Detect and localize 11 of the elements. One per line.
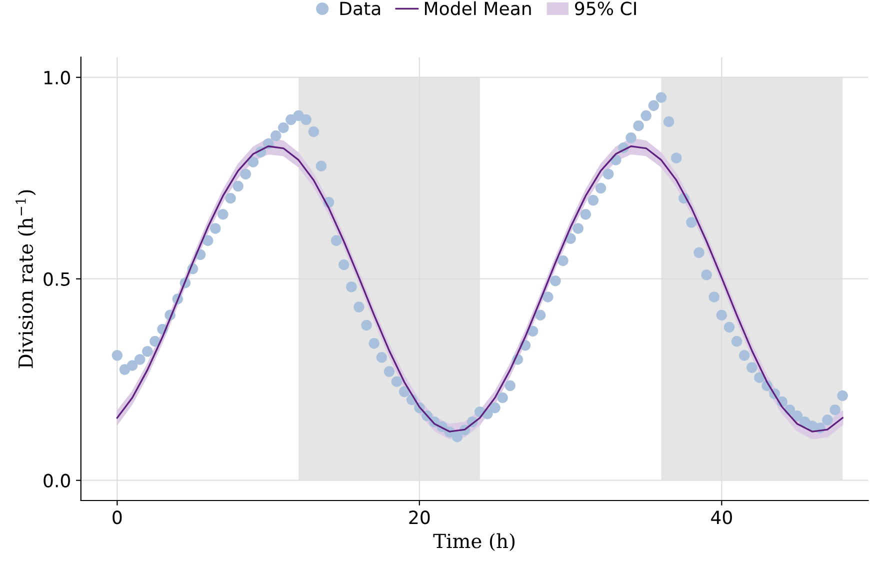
x-tick-label: 0 (112, 510, 122, 524)
legend-label: Model Mean (424, 1, 531, 16)
legend-label: 95% CI (575, 2, 636, 16)
y-axis-title: Division rate (h$^{−1}$) (16, 190, 36, 368)
y-tick-label: 0.5 (44, 272, 70, 286)
x-axis-title: Time (h) (433, 533, 515, 552)
y-tick-label: 0.0 (44, 474, 70, 488)
legend-label: Data (340, 2, 380, 16)
x-tick-label: 20 (409, 510, 430, 524)
y-tick-label: 1.0 (44, 70, 70, 84)
x-tick-label: 40 (711, 510, 732, 524)
